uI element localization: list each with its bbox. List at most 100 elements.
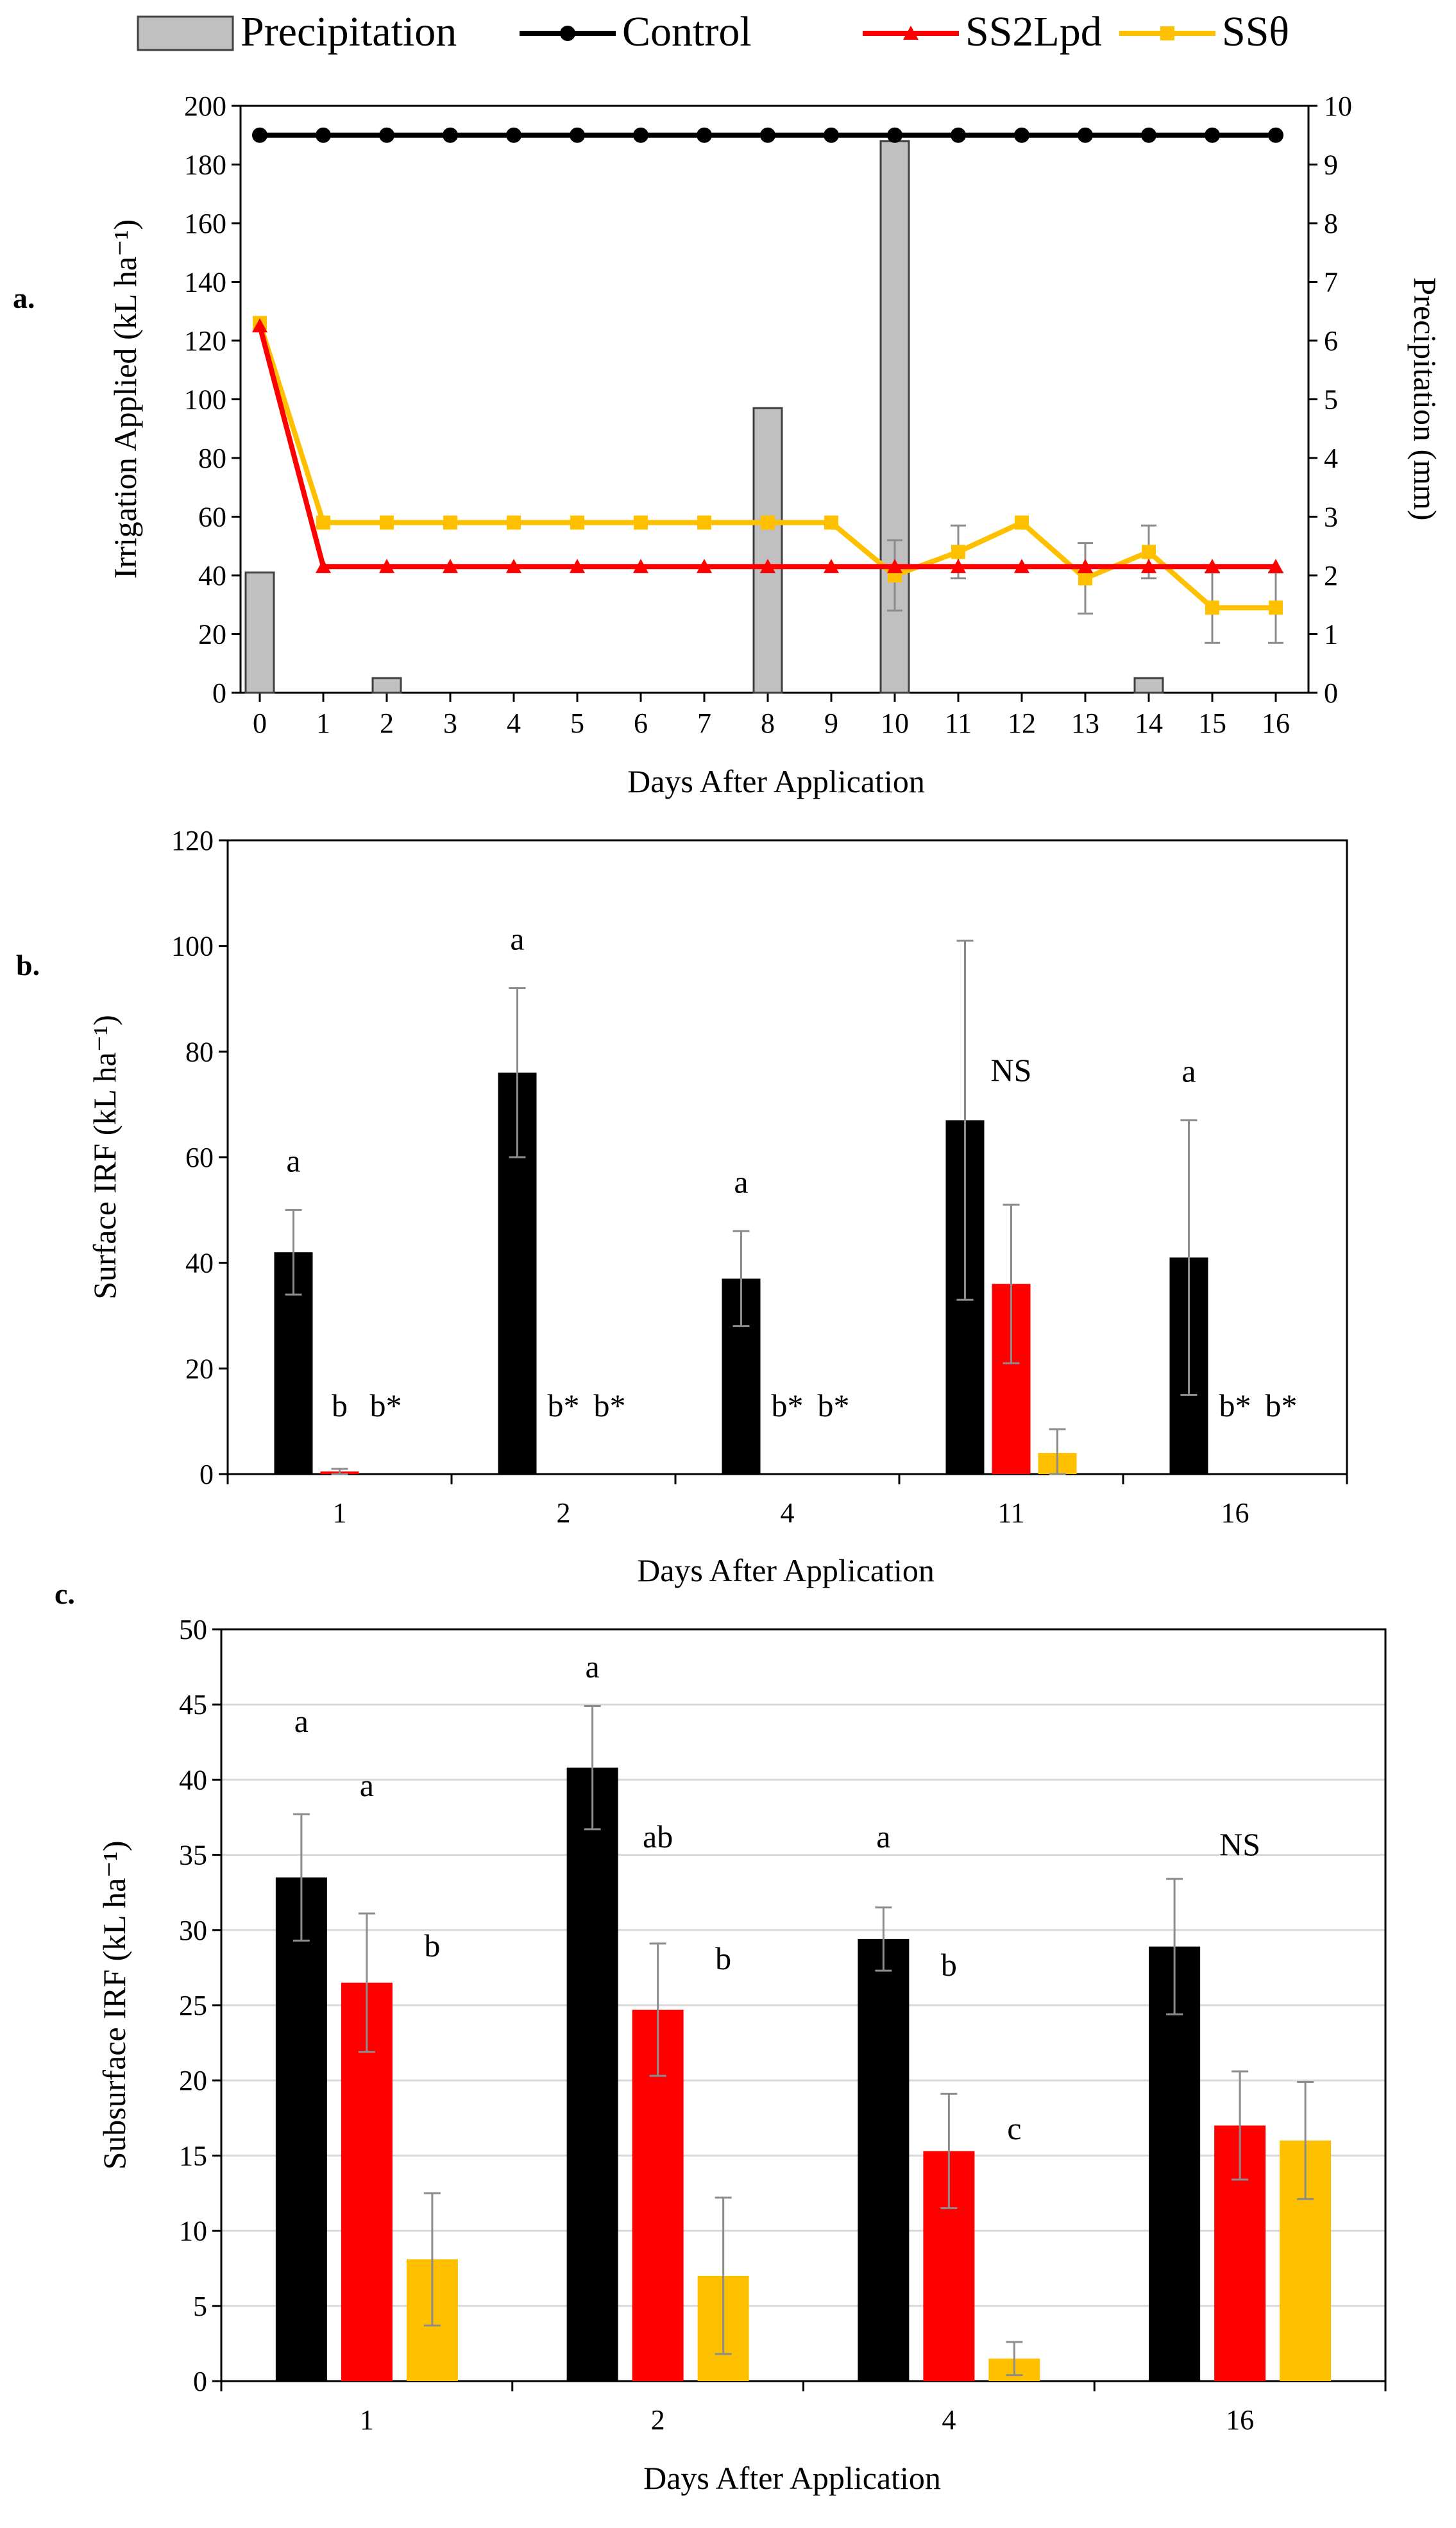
panel-a-point-sstheta: [761, 515, 775, 530]
panel-b-significance-letter: b*: [370, 1387, 402, 1423]
legend-sstheta-marker: [1160, 26, 1174, 40]
panel-a-y2tick-label: 3: [1324, 502, 1338, 533]
panel-a-xtick-label: 16: [1262, 708, 1290, 739]
panel-c-category-label: 4: [942, 2404, 956, 2436]
panel-a-ytick-label: 140: [184, 267, 226, 298]
panel-a-x-axis-title: Days After Application: [627, 763, 925, 799]
panel-a-y2tick-label: 7: [1324, 267, 1338, 298]
panel-a-point-sstheta: [443, 515, 457, 530]
panel-a-precip-bar: [1133, 677, 1164, 694]
panel-c-bar-control: [858, 1938, 910, 2381]
panel-a-xtick-label: 6: [634, 708, 648, 739]
panel-a-point-ss2lpd: [1141, 559, 1156, 573]
panel-b-category-label: 11: [997, 1497, 1024, 1529]
panel-a-point-control: [1205, 127, 1220, 143]
panel-c-ytick-label: 45: [179, 1689, 207, 1720]
panel-b-ytick-label: 20: [185, 1353, 214, 1384]
panel-b-significance-letter: b*: [594, 1387, 626, 1423]
panel-a-point-ss2lpd: [633, 559, 648, 573]
panel-a-point-ss2lpd: [1014, 559, 1029, 573]
panel-c-y-axis-title: Subsurface IRF (kL ha⁻¹): [96, 1840, 132, 2169]
panel-a-y2tick-label: 4: [1324, 443, 1338, 474]
panel-a-xtick-label: 13: [1071, 708, 1099, 739]
panel-b-category-label: 2: [557, 1497, 571, 1529]
panel-c-significance-letter: a: [876, 1819, 890, 1854]
panel-b-significance-letter: b*: [1266, 1387, 1298, 1423]
panel-a-point-control: [1268, 127, 1283, 143]
panel-a-point-control: [316, 127, 331, 143]
panel-b-ytick-label: 60: [185, 1142, 214, 1173]
panel-a-xtick-label: 5: [570, 708, 584, 739]
panel-c-ytick-label: 20: [179, 2065, 207, 2096]
panel-a-xtick-label: 9: [824, 708, 838, 739]
panel-a-point-control: [1141, 127, 1156, 143]
panel-a-point-ss2lpd: [570, 559, 585, 573]
panel-c-ytick-label: 50: [179, 1614, 207, 1645]
panel-c-significance-letter: ab: [643, 1819, 673, 1854]
panel-a-y2tick-label: 5: [1324, 384, 1338, 416]
panel-b-category-label: 16: [1221, 1497, 1249, 1529]
panel-a-point-control: [951, 127, 966, 143]
panel-c-ytick-label: 10: [179, 2216, 207, 2247]
panel-c-bar-control: [566, 1767, 618, 2381]
panel-a-point-ss2lpd: [443, 559, 458, 573]
panel-b-ytick-label: 100: [171, 931, 214, 962]
panel-b-surface-irf-chart: b. 0 20 40 60 80 100 120 1 2 4 11 16 Days After Appli…: [16, 825, 1348, 1588]
panel-a-point-control: [506, 127, 521, 143]
panel-c-bar-control: [275, 1877, 327, 2381]
legend-ss2lpd-marker: [903, 26, 918, 40]
panel-a-xtick-label: 14: [1135, 708, 1163, 739]
panel-a-xtick-label: 8: [761, 708, 775, 739]
panel-a-ytick-label: 80: [198, 443, 226, 474]
panel-a-y2tick-label: 2: [1324, 560, 1338, 591]
panel-a-point-sstheta: [1015, 515, 1029, 530]
panel-a-xtick-label: 1: [316, 708, 330, 739]
panel-a-point-sstheta: [380, 515, 394, 530]
legend-precipitation-swatch: [137, 15, 234, 51]
panel-c-x-axis-title: Days After Application: [643, 2460, 941, 2496]
panel-b-significance-letter: b*: [772, 1387, 804, 1423]
panel-c-ytick-label: 5: [193, 2291, 207, 2322]
panel-c-ytick-label: 25: [179, 1990, 207, 2021]
panel-a-point-ss2lpd: [316, 559, 331, 573]
panel-c-significance-letter: a: [294, 1703, 309, 1739]
panel-b-significance-letter: a: [734, 1164, 748, 1200]
panel-a-point-control: [570, 127, 585, 143]
panel-a-point-control: [252, 127, 267, 143]
panel-a-ytick-label: 0: [212, 677, 226, 709]
panel-a-point-control: [443, 127, 458, 143]
panel-a-point-ss2lpd: [379, 559, 394, 573]
panel-b-significance-letter: b*: [818, 1387, 850, 1423]
panel-a-point-sstheta: [697, 515, 711, 530]
panel-a-point-control: [1014, 127, 1029, 143]
panel-a-xtick-label: 15: [1198, 708, 1226, 739]
panel-a-y-axis-title: Irrigation Applied (kL ha⁻¹): [107, 219, 143, 579]
panel-b-x-axis-title: Days After Application: [637, 1552, 935, 1588]
panel-c-significance-letter: NS: [1219, 1826, 1260, 1862]
legend-control-label: Control: [622, 8, 752, 55]
legend-control-marker: [560, 26, 575, 41]
panel-c-subsurface-irf-chart: c. 0 5 10 15 20 25 30 35 40 45 50 1 2 4 16 Days After Ap…: [55, 1577, 1387, 2496]
panel-a-point-sstheta: [1142, 545, 1156, 559]
panel-b-significance-letter: a: [286, 1142, 300, 1178]
panel-a-point-sstheta: [570, 515, 584, 530]
panel-a-point-ss2lpd: [1268, 559, 1283, 573]
panel-a-label: a.: [13, 282, 35, 314]
panel-a-point-sstheta: [634, 515, 648, 530]
panel-a-point-control: [760, 127, 775, 143]
panel-a-point-sstheta: [951, 545, 965, 559]
panel-c-significance-letter: a: [586, 1649, 600, 1684]
panel-a-xtick-label: 7: [697, 708, 711, 739]
panel-a-ytick-label: 180: [184, 149, 226, 181]
panel-a-point-control: [824, 127, 839, 143]
panel-c-significance-letter: b: [715, 1940, 731, 1976]
panel-b-label: b.: [16, 949, 40, 981]
panel-c-significance-letter: a: [360, 1767, 374, 1803]
panel-a-precip-bar: [244, 571, 275, 694]
legend: Precipitation Control SS2Lpd SSθ: [137, 8, 1289, 55]
panel-a-ytick-label: 100: [184, 384, 226, 416]
panel-a-xtick-label: 3: [443, 708, 457, 739]
panel-a-point-control: [633, 127, 648, 143]
panel-a-point-sstheta: [1205, 600, 1219, 615]
panel-a-point-ss2lpd: [951, 559, 966, 573]
